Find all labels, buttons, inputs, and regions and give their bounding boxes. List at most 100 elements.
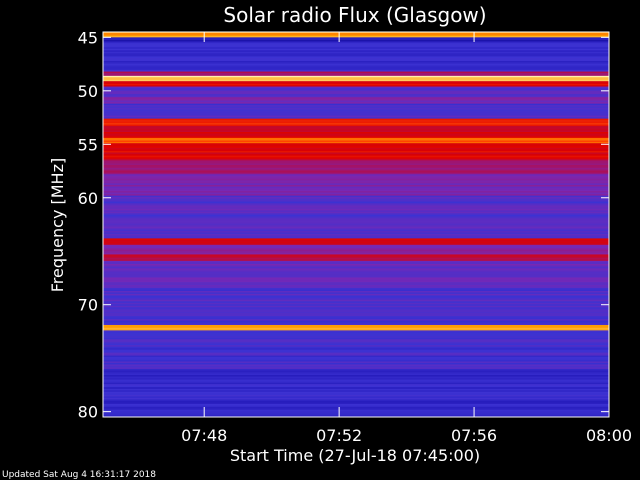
spectrum-band	[103, 115, 609, 118]
spectrum-band	[103, 343, 609, 346]
spectrum-band	[103, 314, 609, 317]
spectrum-band	[103, 161, 609, 164]
spectrum-band	[103, 195, 609, 198]
spectrum-band	[103, 352, 609, 355]
spectrum-band	[103, 65, 609, 68]
spectrum-band	[103, 146, 609, 149]
spectrum-band	[103, 240, 609, 242]
spectrum-band	[103, 235, 609, 238]
spectrum-band	[103, 164, 609, 167]
spectrum-band	[103, 71, 609, 74]
spectrum-band	[103, 168, 609, 170]
spectrum-band	[103, 34, 609, 37]
spectrum-band	[103, 322, 609, 324]
spectrum-band	[103, 266, 609, 269]
spectrum-band	[103, 171, 609, 173]
spectrum-band	[103, 180, 609, 183]
spectrum-band	[103, 41, 609, 43]
spectrum-band	[103, 197, 609, 199]
spectrum-band	[103, 53, 609, 56]
spectrum-band	[103, 268, 609, 271]
y-axis: 45 50 55 60 70 80	[78, 28, 609, 422]
spectrum-band	[103, 178, 609, 181]
spectrum-band	[103, 123, 609, 125]
spectrum-band	[103, 249, 609, 252]
spectrum-band	[103, 365, 609, 368]
spectrum-band	[103, 121, 609, 124]
spectrum-band	[103, 362, 609, 365]
spectrum-band	[103, 325, 609, 327]
spectrum-band	[103, 47, 609, 50]
spectrum-band	[103, 298, 609, 301]
spectrum-band	[103, 367, 609, 370]
spectrum-band	[103, 220, 609, 223]
spectrum-band	[103, 105, 609, 107]
spectrum-band	[103, 175, 609, 178]
spectrum-band	[103, 311, 609, 314]
spectrum-band	[103, 141, 609, 144]
spectrum-band	[103, 38, 609, 41]
spectrum-band	[103, 37, 609, 39]
spectrum-band	[103, 307, 609, 310]
spectrum-band	[103, 106, 609, 109]
spectrum-band	[103, 140, 609, 143]
spectrum-band	[103, 160, 609, 163]
spectrum-band	[103, 331, 609, 334]
spectrum-band	[103, 127, 609, 130]
spectrum-band	[103, 285, 609, 287]
spectrum-band	[103, 381, 609, 383]
spectrum-band	[103, 409, 609, 412]
spectrum-band	[103, 205, 609, 208]
spectrum-band	[103, 329, 609, 331]
spectrum-band	[103, 33, 609, 35]
spectrum-band	[103, 92, 609, 95]
spectrum-band	[103, 292, 609, 295]
spectrum-band	[103, 211, 609, 214]
spectrum-band	[103, 70, 609, 72]
plot-area	[103, 32, 609, 418]
spectrum-band	[103, 319, 609, 321]
y-tick-label: 45	[78, 28, 98, 47]
y-tick-label: 70	[78, 296, 98, 315]
spectrum-band	[103, 390, 609, 393]
spectrum-band	[103, 260, 609, 263]
spectrum-band	[103, 144, 609, 147]
spectrum-band	[103, 405, 609, 408]
spectrum-band	[103, 414, 609, 416]
spectrum-band	[103, 288, 609, 290]
spectrum-band	[103, 166, 609, 169]
spectrum-band	[103, 45, 609, 48]
x-axis: 07:48 07:52 07:56 08:00	[181, 32, 632, 445]
spectrum-band	[103, 181, 609, 184]
spectrum-band	[103, 210, 609, 213]
spectrum-band	[103, 36, 609, 38]
spectrum-band	[103, 277, 609, 280]
spectrum-band	[103, 310, 609, 312]
spectrum-band	[103, 60, 609, 63]
chart-title: Solar radio Flux (Glasgow)	[223, 3, 486, 27]
spectrum-band	[103, 78, 609, 81]
spectrum-band	[103, 408, 609, 411]
spectrum-band	[103, 163, 609, 166]
spectrum-band	[103, 411, 609, 413]
spectrum-band	[103, 301, 609, 304]
spectrum-band	[103, 74, 609, 77]
spectrum-band	[103, 308, 609, 311]
spectrum-band	[103, 368, 609, 371]
spectrum-band	[103, 98, 609, 101]
spectrum-band	[103, 349, 609, 352]
spectrum-band	[103, 131, 609, 134]
spectrum-band	[103, 280, 609, 283]
spectrum-band	[103, 334, 609, 337]
spectrum-band	[103, 111, 609, 113]
spectrum-band	[103, 67, 609, 69]
spectrum-band	[103, 174, 609, 177]
spectrum-band	[103, 246, 609, 249]
spectrum-band	[103, 391, 609, 394]
spectrum-band	[103, 231, 609, 233]
spectrum-band	[103, 200, 609, 202]
spectrum-band	[103, 56, 609, 59]
updated-timestamp: Updated Sat Aug 4 16:31:17 2018	[2, 470, 156, 480]
spectrum-band	[103, 204, 609, 207]
